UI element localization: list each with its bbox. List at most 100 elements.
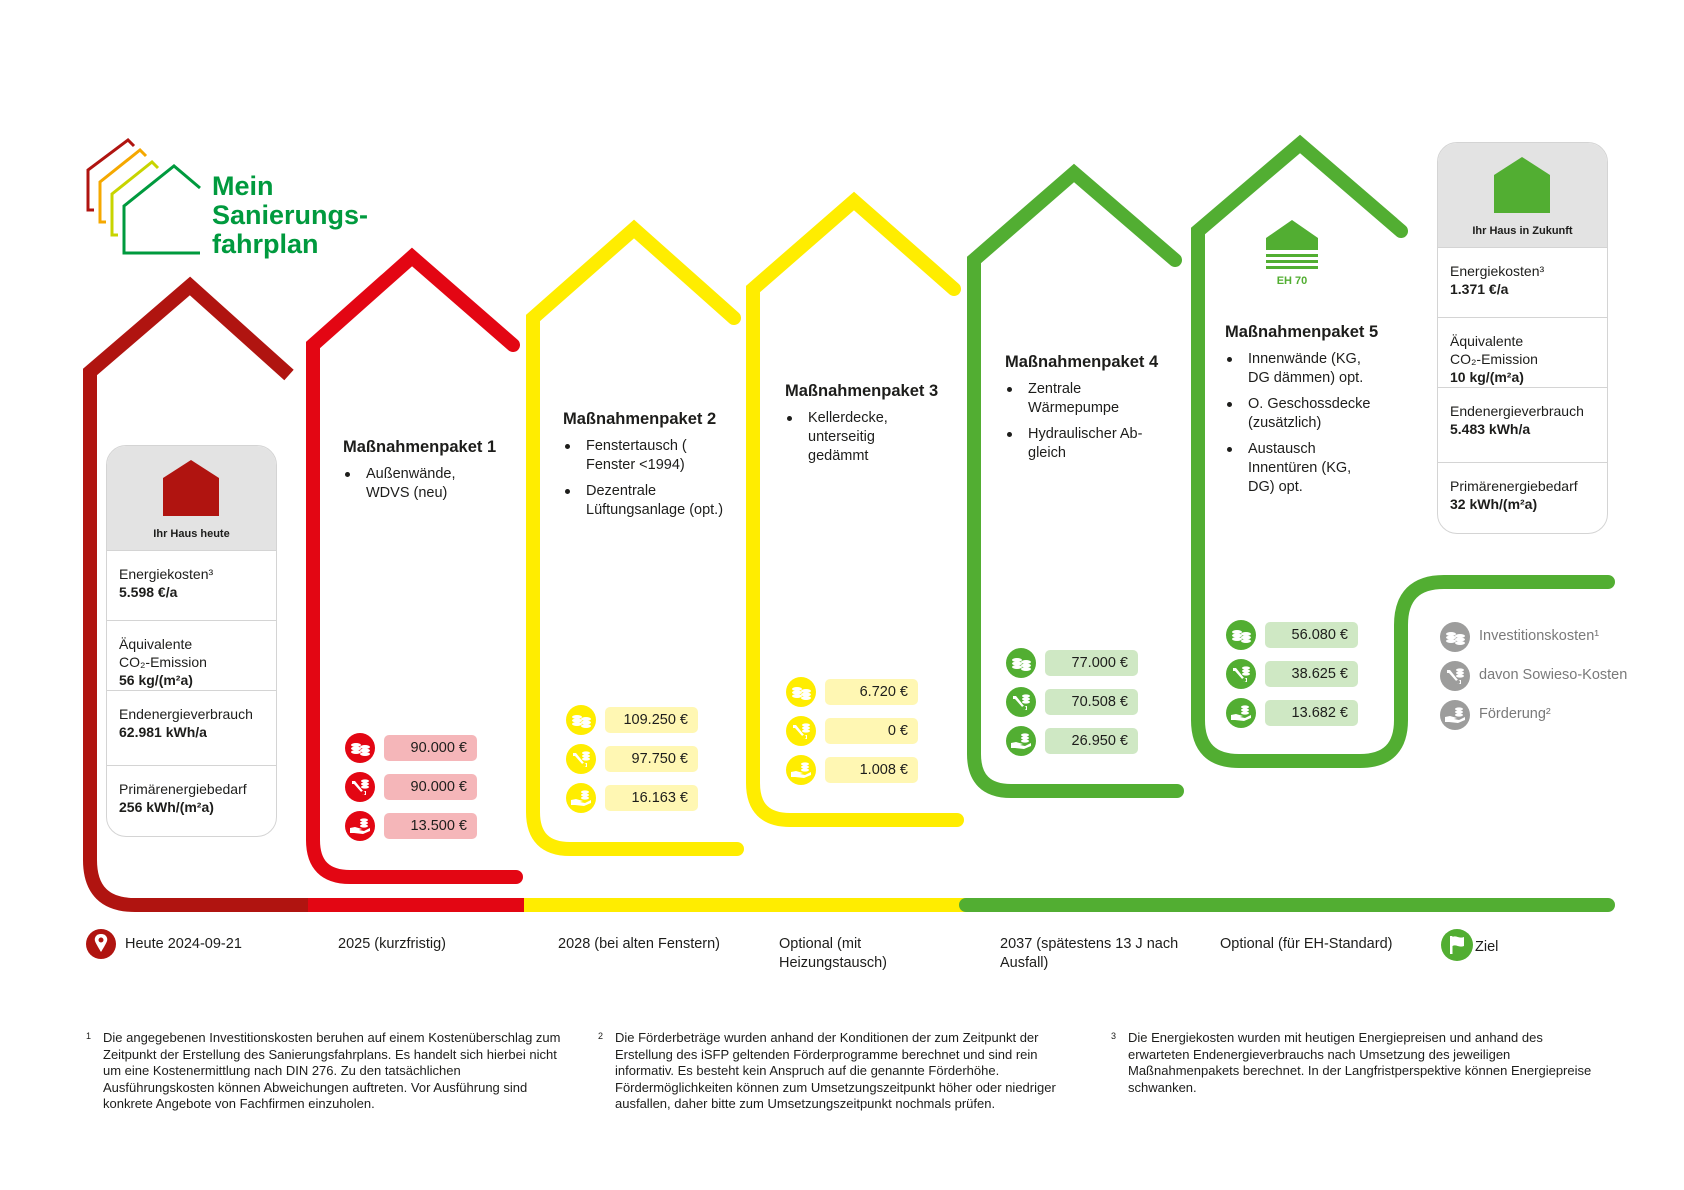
card-row: Energiekosten³ 1.371 €/a — [1438, 248, 1607, 318]
investment-cost-row: 109.250 € — [605, 707, 698, 733]
package-title: Maßnahmenpaket 1 — [343, 438, 497, 456]
measure-item: Kellerdecke, unterseitig gedämmt — [785, 409, 935, 466]
card-row-label: Äquivalente CO₂-Emission — [1450, 333, 1538, 367]
logo-line: Mein — [212, 171, 274, 201]
measure-item: Dezentrale Lüftungsanlage (opt.) — [563, 482, 728, 520]
card-row-label: Äquivalente CO₂-Emission — [119, 636, 207, 670]
measure-item: Zentrale Wärmepumpe — [1005, 380, 1145, 418]
footnote: 1 Die angegebenen Investitionskosten beru… — [86, 1030, 573, 1113]
hand-coins-icon — [786, 755, 816, 785]
card-row: Energiekosten³ 5.598 €/a — [107, 551, 276, 621]
card-row-value: 5.598 €/a — [119, 584, 178, 600]
cost-value: 16.163 € — [605, 785, 698, 811]
house-package-1-outline — [306, 247, 523, 884]
funding-row: 13.500 € — [384, 813, 477, 839]
timeline-package-label: 2028 (bei alten Fenstern) — [558, 936, 721, 952]
measure-item: Austausch Innentüren (KG, DG) opt. — [1225, 440, 1375, 497]
package-title: Maßnahmenpaket 2 — [563, 410, 717, 428]
hand-coins-icon — [1226, 698, 1256, 728]
card-row: Endenergieverbrauch 62.981 kWh/a — [107, 691, 276, 766]
card-row-value: 256 kWh/(m²a) — [119, 799, 214, 815]
funding-row: 16.163 € — [605, 785, 698, 811]
hand-coins-icon — [1440, 700, 1470, 730]
coins-icon — [1006, 648, 1036, 678]
package-4: Maßnahmenpaket 4 Zentrale Wärmepumpe Hydra… — [1005, 353, 1175, 470]
house-package-4-outline — [967, 163, 1184, 798]
cost-value: 6.720 € — [825, 679, 918, 705]
sowieso-cost-row: 38.625 € — [1265, 661, 1358, 687]
footnote-mark: 3 — [1111, 1031, 1117, 1041]
package-5: Maßnahmenpaket 5 Innenwände (KG, DG dämme… — [1225, 323, 1405, 504]
house-package-5-outline — [1191, 134, 1615, 768]
card-header: Ihr Haus heute — [107, 446, 276, 551]
location-pin-icon — [86, 928, 116, 965]
funding-row: 13.682 € — [1265, 700, 1358, 726]
cost-value: 13.500 € — [384, 813, 477, 839]
card-row: Primärenergiebedarf 32 kWh/(m²a) — [1438, 463, 1607, 533]
sowieso-cost-row: 97.750 € — [605, 746, 698, 772]
eh70-house-icon — [1266, 220, 1318, 269]
timeline-end-label: Ziel — [1475, 939, 1499, 955]
cost-value: 90.000 € — [384, 774, 477, 800]
footnote-text: Die Energiekosten wurden mit heutigen En… — [1128, 1030, 1592, 1095]
timeline-start-label: Heute 2024-09-21 — [125, 936, 242, 952]
house-icon — [163, 460, 219, 521]
package-measures: Fenstertausch ( Fenster <1994) Dezentrale… — [563, 437, 728, 520]
logo-line: fahrplan — [212, 229, 319, 259]
package-title: Maßnahmenpaket 5 — [1225, 323, 1379, 341]
investment-cost-row: 6.720 € — [825, 679, 918, 705]
measure-item: O. Geschossdecke (zusätzlich) — [1225, 395, 1375, 433]
coins-icon — [566, 705, 596, 735]
package-measures: Außenwände, WDVS (neu) — [343, 465, 493, 503]
funding-row: 26.950 € — [1045, 728, 1138, 754]
measure-item: Außenwände, WDVS (neu) — [343, 465, 493, 503]
card-caption: Ihr Haus in Zukunft — [1472, 225, 1573, 237]
timeline-package-label: 2037 (spätestens 13 J nach Ausfall) — [1000, 936, 1179, 971]
wrench-coins-icon — [786, 716, 816, 746]
package-measures: Innenwände (KG, DG dämmen) opt. O. Gescho… — [1225, 350, 1375, 497]
legend-label: Förderung² — [1479, 706, 1551, 722]
card-caption: Ihr Haus heute — [153, 528, 230, 540]
card-row-label: Primärenergiebedarf — [119, 781, 247, 797]
package-3: Maßnahmenpaket 3 Kellerdecke, unterseitig… — [785, 382, 965, 473]
goal-flag-icon — [1441, 929, 1473, 966]
card-row: Primärenergiebedarf 256 kWh/(m²a) — [107, 766, 276, 836]
coins-icon — [786, 677, 816, 707]
investment-cost-row: 90.000 € — [384, 735, 477, 761]
timeline-package-label: Optional (für EH-Standard) — [1220, 936, 1393, 952]
sowieso-cost-row: 90.000 € — [384, 774, 477, 800]
cost-value: 97.750 € — [605, 746, 698, 772]
house-icon — [1494, 157, 1550, 218]
sowieso-cost-row: 0 € — [825, 718, 918, 744]
logo-title: Mein Sanierungs- fahrplan — [212, 172, 368, 259]
wrench-coins-icon — [345, 772, 375, 802]
card-row-value: 10 kg/(m²a) — [1450, 369, 1524, 385]
card-row: Äquivalente CO₂-Emission 10 kg/(m²a) — [1438, 318, 1607, 388]
card-row-label: Endenergieverbrauch — [1450, 403, 1584, 419]
card-row: Äquivalente CO₂-Emission 56 kg/(m²a) — [107, 621, 276, 691]
investment-cost-row: 77.000 € — [1045, 650, 1138, 676]
package-measures: Kellerdecke, unterseitig gedämmt — [785, 409, 935, 466]
cost-value: 77.000 € — [1045, 650, 1138, 676]
house-package-3-outline — [746, 191, 964, 827]
card-row-value: 5.483 kWh/a — [1450, 421, 1531, 437]
legend-label: Investitionskosten¹ — [1479, 628, 1600, 644]
funding-row: 1.008 € — [825, 757, 918, 783]
wrench-coins-icon — [566, 744, 596, 774]
house-package-2-outline — [526, 219, 744, 856]
footnote: 3 Die Energiekosten wurden mit heutigen E… — [1111, 1030, 1598, 1096]
measure-item: Fenstertausch ( Fenster <1994) — [563, 437, 728, 475]
hand-coins-icon — [345, 811, 375, 841]
legend-label: davon Sowieso-Kosten — [1479, 667, 1628, 683]
investment-cost-row: 56.080 € — [1265, 622, 1358, 648]
footnote: 2 Die Förderbeträge wurden anhand der Kon… — [598, 1030, 1085, 1113]
hand-coins-icon — [1006, 726, 1036, 756]
coins-icon — [345, 733, 375, 763]
cost-value: 1.008 € — [825, 757, 918, 783]
hand-coins-icon — [566, 783, 596, 813]
card-row: Endenergieverbrauch 5.483 kWh/a — [1438, 388, 1607, 463]
sowieso-cost-row: 70.508 € — [1045, 689, 1138, 715]
card-header: Ihr Haus in Zukunft — [1438, 143, 1607, 248]
card-row-label: Endenergieverbrauch — [119, 706, 253, 722]
card-row-label: Primärenergiebedarf — [1450, 478, 1578, 494]
